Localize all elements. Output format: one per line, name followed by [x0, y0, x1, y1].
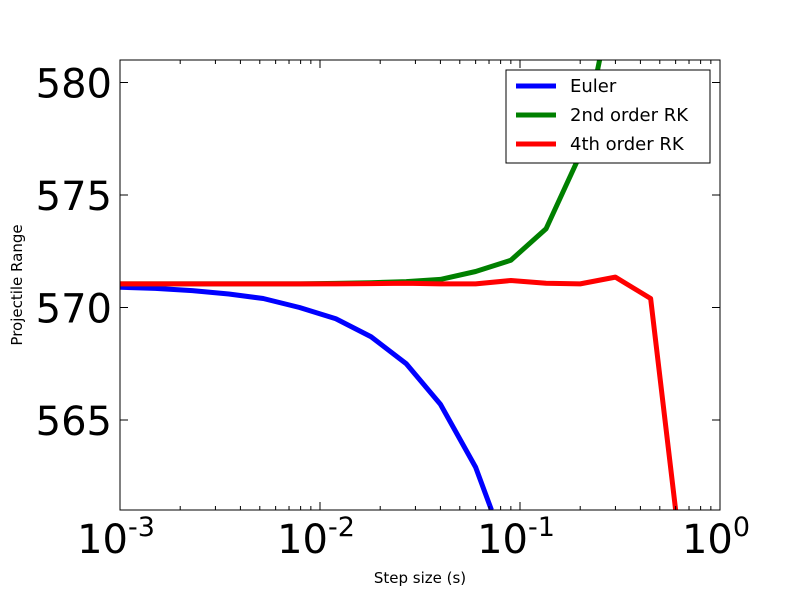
ticks-layer	[119, 60, 721, 510]
series-layer	[120, 60, 679, 510]
x-tick-base: 10	[477, 517, 528, 563]
x-tick-label: 100	[682, 512, 750, 563]
x-tick-exponent: -3	[128, 512, 155, 543]
x-tick-exponent: 0	[733, 512, 750, 543]
x-axis-title: Step size (s)	[374, 569, 466, 587]
y-tick-label: 570	[36, 287, 112, 333]
legend-label-1: 2nd order RK	[570, 105, 689, 126]
x-tick-label: 10-2	[277, 512, 355, 563]
y-tick-label: 565	[36, 399, 112, 445]
x-tick-base: 10	[682, 517, 733, 563]
y-tick-label: 575	[36, 174, 112, 220]
x-tick-exponent: -1	[528, 512, 555, 543]
y-tick-label: 580	[36, 62, 112, 108]
legend-label-2: 4th order RK	[570, 134, 685, 155]
x-tick-exponent: -2	[328, 512, 355, 543]
x-tick-label: 10-3	[77, 512, 155, 563]
x-tick-base: 10	[77, 517, 128, 563]
legend-label-0: Euler	[570, 76, 617, 97]
y-axis-title: Projectile Range	[8, 224, 26, 345]
series-line-0	[120, 284, 494, 510]
x-tick-label: 10-1	[477, 512, 555, 563]
x-tick-base: 10	[277, 517, 328, 563]
series-line-2	[120, 274, 679, 510]
legend: Euler 2nd order RK 4th order RK	[505, 69, 711, 164]
plot-frame	[119, 59, 721, 511]
